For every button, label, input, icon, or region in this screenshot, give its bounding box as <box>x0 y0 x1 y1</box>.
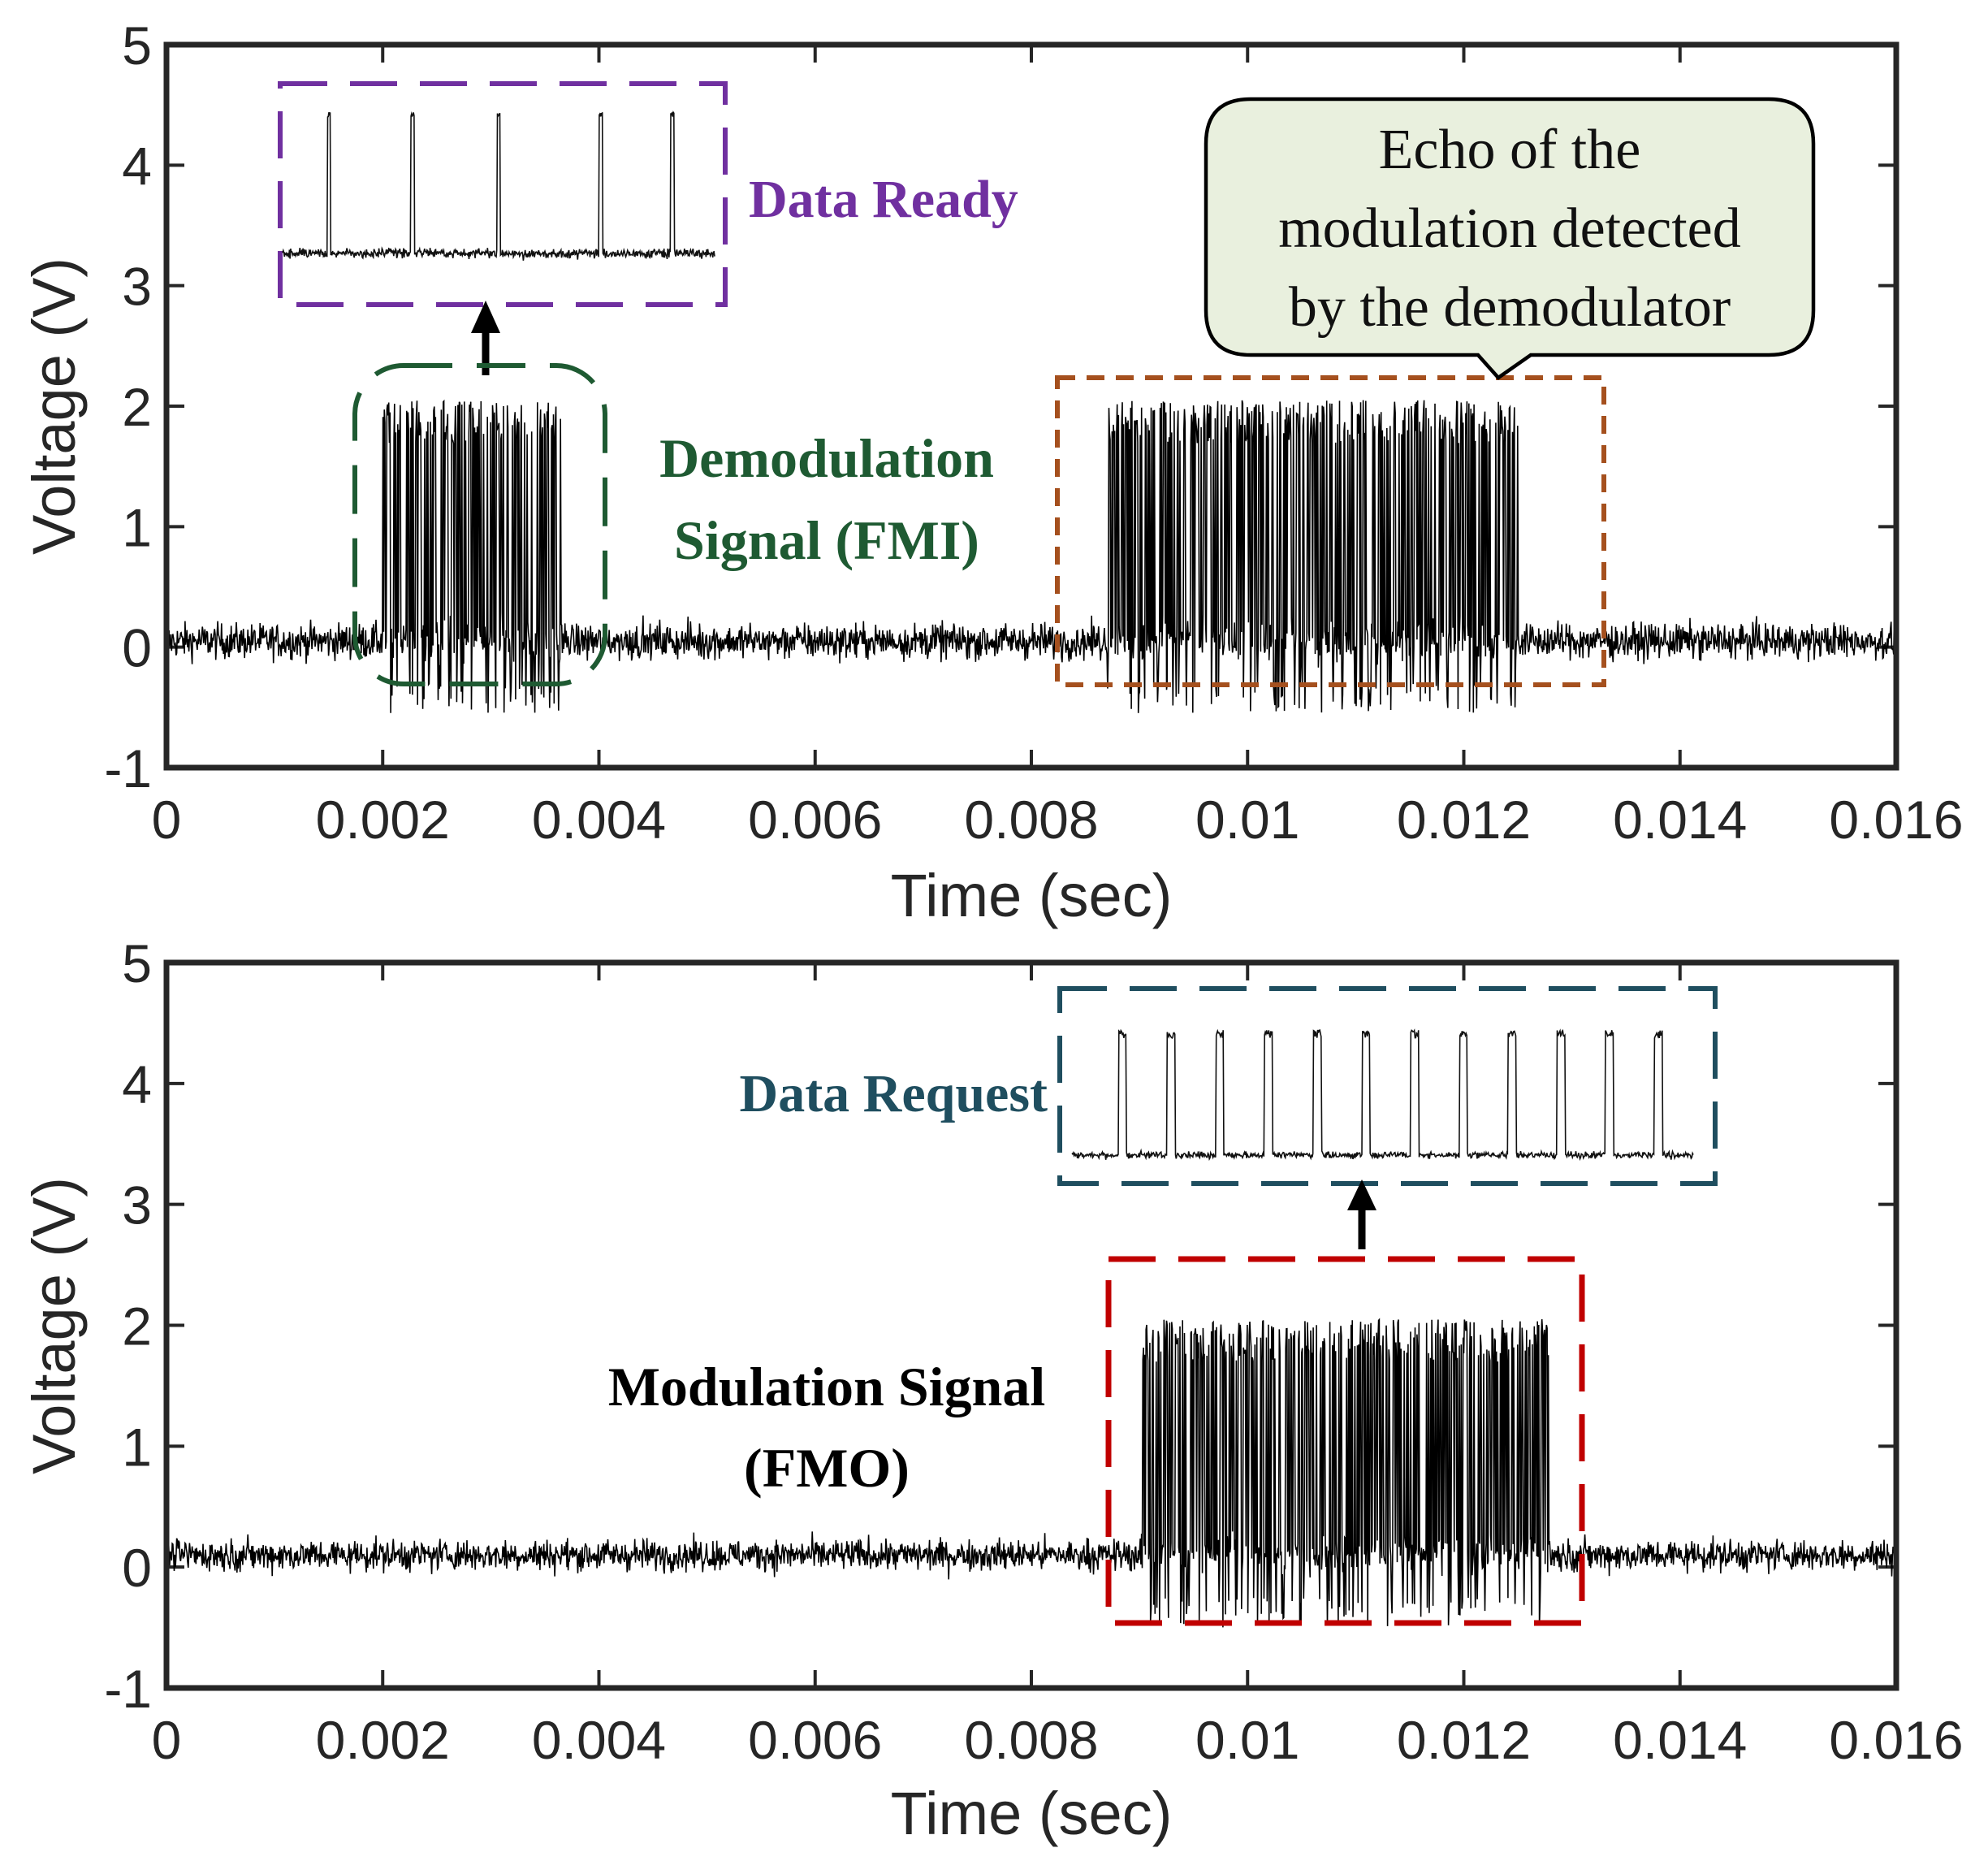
bottom-x-tick-label: 0.016 <box>1829 1710 1963 1770</box>
top-signal-trace <box>166 399 1897 713</box>
bottom-x-tick-label: 0.01 <box>1195 1710 1299 1770</box>
bottom-y-tick-labels: -1 0 1 2 3 4 5 <box>104 933 152 1719</box>
top-x-tick-label: 0.002 <box>316 790 450 850</box>
top-plot-frame <box>163 41 1899 771</box>
bottom-plot-frame <box>163 959 1899 1691</box>
bottom-y-tick-label: 3 <box>122 1175 152 1236</box>
data-ready-box <box>278 81 728 307</box>
modulation-label-line1: Modulation Signal <box>608 1356 1046 1417</box>
bottom-panel: 0 0.002 0.004 0.006 0.008 0.01 0.012 0.014 0.016… <box>20 933 1964 1847</box>
data-ready-inset: Data Ready <box>278 81 1018 307</box>
bottom-x-tick-label: 0.006 <box>748 1710 882 1770</box>
top-x-tick-labels: 0 0.002 0.004 0.006 0.008 0.01 0.012 0.014 0.016 <box>152 790 1964 850</box>
demodulation-label-line2: Signal (FMI) <box>674 509 979 571</box>
bottom-y-tick-label: 5 <box>122 933 152 993</box>
top-x-axis-label: Time (sec) <box>891 862 1173 929</box>
top-panel: 0 0.002 0.004 0.006 0.008 0.01 0.012 0.014 0.016… <box>20 15 1964 929</box>
top-x-tick-label: 0.014 <box>1613 790 1747 850</box>
data-ready-waveform <box>282 110 715 261</box>
echo-callout-line3: by the demodulator <box>1289 276 1731 339</box>
data-request-box <box>1057 986 1718 1186</box>
bottom-x-tick-labels: 0 0.002 0.004 0.006 0.008 0.01 0.012 0.014 0.016 <box>152 1710 1964 1770</box>
bottom-y-tick-label: 0 <box>122 1538 152 1598</box>
echo-callout-line2: modulation detected <box>1278 197 1741 260</box>
bottom-x-tick-label: 0 <box>152 1710 182 1770</box>
echo-callout-bubble <box>1204 97 1816 380</box>
demodulation-highlight-box <box>352 363 607 686</box>
top-x-tick-label: 0.01 <box>1195 790 1299 850</box>
bottom-x-tick-label: 0.008 <box>964 1710 1098 1770</box>
top-y-tick-label: 2 <box>122 377 152 437</box>
bottom-x-tick-label: 0.012 <box>1397 1710 1531 1770</box>
top-y-tick-label: 5 <box>122 15 152 76</box>
top-x-tick-label: 0.008 <box>964 790 1098 850</box>
modulation-highlight-box <box>1105 1256 1585 1626</box>
bottom-y-tick-label: 2 <box>122 1296 152 1357</box>
data-request-waveform <box>1071 1028 1694 1162</box>
top-y-tick-label: -1 <box>104 738 152 798</box>
echo-callout-line1: Echo of the <box>1379 119 1641 181</box>
echo-highlight-box <box>1055 375 1606 687</box>
top-x-tick-label: 0 <box>152 790 182 850</box>
bottom-x-axis-label: Time (sec) <box>891 1780 1173 1847</box>
top-y-tick-labels: -1 0 1 2 3 4 5 <box>104 15 152 798</box>
top-y-tick-label: 1 <box>122 497 152 557</box>
top-y-tick-label: 0 <box>122 618 152 678</box>
top-y-tick-label: 3 <box>122 257 152 317</box>
top-y-axis-label: Voltage (V) <box>20 258 88 555</box>
top-x-tick-label: 0.006 <box>748 790 882 850</box>
data-request-label: Data Request <box>740 1064 1048 1123</box>
demodulation-label-line1: Demodulation <box>659 427 994 489</box>
data-request-arrow <box>1347 1179 1376 1249</box>
bottom-signal-trace <box>166 1318 1897 1628</box>
data-ready-label: Data Ready <box>749 170 1018 229</box>
top-y-tick-label: 4 <box>122 136 152 196</box>
bottom-y-tick-label: -1 <box>104 1659 152 1719</box>
echo-callout: Echo of the modulation detected by the d… <box>1204 97 1816 380</box>
bottom-y-tick-label: 1 <box>122 1417 152 1477</box>
top-x-tick-label: 0.016 <box>1829 790 1963 850</box>
bottom-y-axis-label: Voltage (V) <box>20 1177 88 1474</box>
modulation-label-line2: (FMO) <box>744 1437 910 1499</box>
top-x-tick-label: 0.004 <box>532 790 666 850</box>
bottom-y-tick-label: 4 <box>122 1054 152 1114</box>
bottom-x-tick-label: 0.004 <box>532 1710 666 1770</box>
bottom-x-tick-label: 0.002 <box>316 1710 450 1770</box>
top-x-tick-label: 0.012 <box>1397 790 1531 850</box>
bottom-x-tick-label: 0.014 <box>1613 1710 1747 1770</box>
data-request-inset: Data Request <box>740 986 1718 1186</box>
